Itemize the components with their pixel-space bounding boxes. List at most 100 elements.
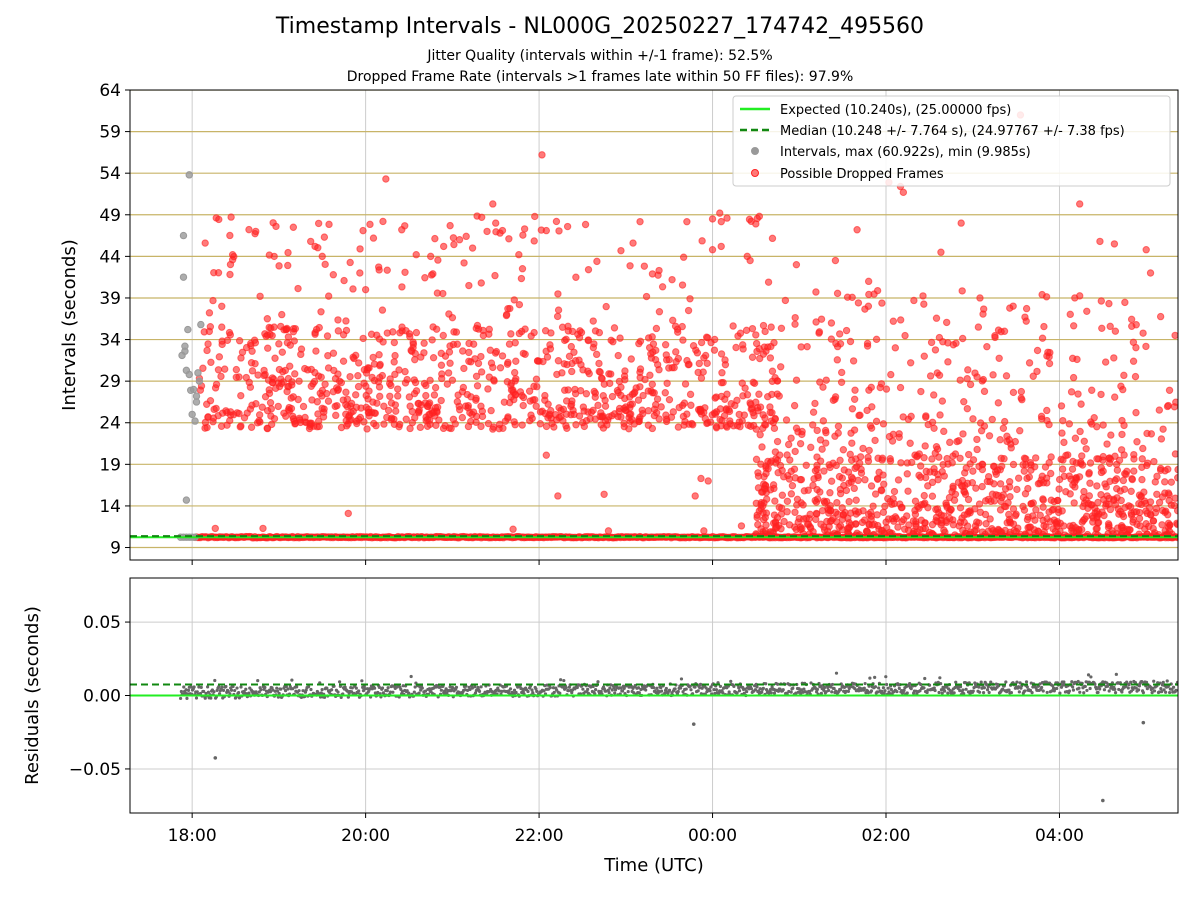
dropped-frame-point [605, 370, 613, 378]
dropped-frame-point [1032, 506, 1040, 514]
dropped-frame-point [263, 424, 271, 432]
dropped-frame-point [1006, 528, 1014, 537]
residual-point [689, 688, 693, 692]
dropped-frame-point [296, 418, 305, 427]
dropped-frame-point [567, 410, 575, 419]
dropped-frame-point [872, 417, 881, 426]
dropped-frame-point [544, 400, 552, 408]
dropped-frame-point [496, 364, 505, 372]
dropped-frame-point [894, 523, 902, 531]
residual-point [233, 688, 237, 693]
dropped-frame-point [841, 508, 849, 517]
dropped-frame-point [536, 420, 544, 428]
dropped-frame-point [938, 397, 947, 405]
dropped-frame-point [1111, 476, 1119, 485]
dropped-frame-point [980, 387, 989, 396]
residual-point [1117, 687, 1121, 692]
residual-point [1036, 684, 1041, 688]
dropped-frame-point [375, 351, 383, 359]
dropped-frame-point [920, 300, 928, 308]
dropped-frame-point [716, 405, 725, 413]
dropped-frame-point [638, 406, 646, 414]
dropped-frame-point [1127, 315, 1136, 324]
dropped-frame-point [323, 332, 332, 340]
dropped-frame-point [518, 421, 526, 429]
dropped-frame-point [958, 334, 967, 343]
dropped-frame-point [818, 445, 826, 453]
residual-point [450, 685, 455, 690]
residual-point [1129, 680, 1133, 684]
dropped-frame-point [386, 392, 394, 400]
residual-point [586, 687, 590, 691]
dropped-frame-point [829, 459, 837, 467]
residual-point [209, 696, 213, 700]
dropped-frame-point [708, 246, 717, 254]
dropped-frame-point [921, 473, 930, 482]
dropped-frame-point [872, 335, 881, 344]
residual-point [1150, 691, 1154, 695]
residual-point [943, 689, 947, 693]
dropped-frame-point [558, 323, 567, 331]
dropped-frame-point [1116, 507, 1125, 516]
dropped-frame-point [851, 507, 859, 515]
dropped-frame-point [788, 481, 797, 490]
dropped-frame-point [732, 343, 740, 352]
dropped-frame-point [886, 457, 895, 465]
dropped-frame-point [780, 517, 788, 526]
dropped-frame-point [834, 422, 843, 430]
dropped-frame-point [584, 265, 593, 274]
dropped-frame-point [933, 445, 942, 453]
residual-point [545, 683, 549, 687]
dropped-frame-point [903, 470, 911, 478]
dropped-frame-point [820, 497, 828, 505]
dropped-frame-point [1106, 322, 1114, 331]
dropped-frame-point [766, 354, 775, 362]
dropped-frame-point [530, 382, 538, 391]
dropped-frame-point [992, 470, 1000, 478]
dropped-frame-point [802, 514, 810, 523]
dropped-frame-point [446, 221, 454, 230]
dropped-frame-point [1009, 388, 1018, 397]
dropped-frame-point [214, 269, 223, 277]
dropped-frame-point [757, 525, 765, 533]
residual-point [363, 687, 367, 691]
dropped-frame-point [389, 328, 397, 336]
residual-point [829, 685, 833, 689]
dropped-frame-point [1059, 416, 1067, 425]
dropped-frame-point [532, 402, 540, 410]
dropped-frame-point [792, 260, 801, 269]
dropped-frame-point [201, 239, 209, 247]
dropped-frame-point [856, 411, 864, 419]
dropped-frame-point [636, 383, 644, 391]
dropped-frame-point [861, 305, 869, 313]
dropped-frame-point [1111, 393, 1119, 401]
dropped-frame-point [737, 522, 746, 530]
dropped-frame-point [252, 227, 260, 236]
residual-point [1085, 688, 1089, 693]
dropped-frame-point [652, 409, 661, 417]
dropped-frame-point [607, 336, 615, 345]
dropped-frame-point [370, 419, 378, 428]
residual-point [717, 691, 721, 695]
dropped-frame-point [717, 242, 725, 251]
dropped-frame-point [717, 217, 725, 226]
dropped-frame-point [1003, 437, 1011, 446]
residual-point [803, 690, 808, 694]
dropped-frame-point [791, 313, 799, 322]
dropped-frame-point [363, 425, 371, 433]
dropped-frame-point [468, 244, 477, 252]
residual-point [386, 686, 390, 690]
dropped-frame-point [634, 396, 643, 404]
dropped-frame-point [1073, 355, 1081, 364]
dropped-frame-point [960, 397, 968, 406]
dropped-frame-point [963, 522, 972, 530]
dropped-frame-point [1048, 506, 1056, 514]
dropped-frame-point [896, 316, 905, 324]
residual-point [454, 685, 459, 689]
dropped-frame-point [605, 413, 613, 421]
dropped-frame-point [1093, 423, 1101, 431]
dropped-frame-point [775, 392, 783, 400]
dropped-frame-point [290, 337, 298, 345]
dropped-frame-point [490, 377, 498, 385]
dropped-frame-point [420, 339, 428, 347]
